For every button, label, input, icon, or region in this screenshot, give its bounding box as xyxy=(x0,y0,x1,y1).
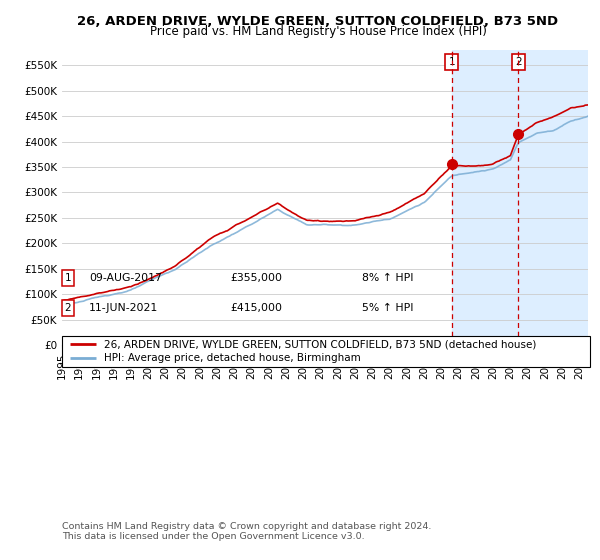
Text: 1: 1 xyxy=(448,57,455,67)
Bar xyxy=(452,50,588,345)
Text: HPI: Average price, detached house, Birmingham: HPI: Average price, detached house, Birm… xyxy=(104,353,361,363)
Text: Price paid vs. HM Land Registry's House Price Index (HPI): Price paid vs. HM Land Registry's House … xyxy=(149,25,487,38)
Text: Contains HM Land Registry data © Crown copyright and database right 2024.
This d: Contains HM Land Registry data © Crown c… xyxy=(62,522,431,542)
Text: 26, ARDEN DRIVE, WYLDE GREEN, SUTTON COLDFIELD, B73 5ND (detached house): 26, ARDEN DRIVE, WYLDE GREEN, SUTTON COL… xyxy=(104,339,536,349)
Text: 11-JUN-2021: 11-JUN-2021 xyxy=(89,303,158,313)
Text: 26, ARDEN DRIVE, WYLDE GREEN, SUTTON COLDFIELD, B73 5ND: 26, ARDEN DRIVE, WYLDE GREEN, SUTTON COL… xyxy=(77,15,559,27)
Text: 09-AUG-2017: 09-AUG-2017 xyxy=(89,273,162,283)
Text: 2: 2 xyxy=(65,303,71,313)
Text: 5% ↑ HPI: 5% ↑ HPI xyxy=(362,303,413,313)
Text: 8% ↑ HPI: 8% ↑ HPI xyxy=(362,273,413,283)
Text: 2: 2 xyxy=(515,57,521,67)
Text: £355,000: £355,000 xyxy=(230,273,282,283)
Text: £415,000: £415,000 xyxy=(230,303,282,313)
Text: 1: 1 xyxy=(65,273,71,283)
